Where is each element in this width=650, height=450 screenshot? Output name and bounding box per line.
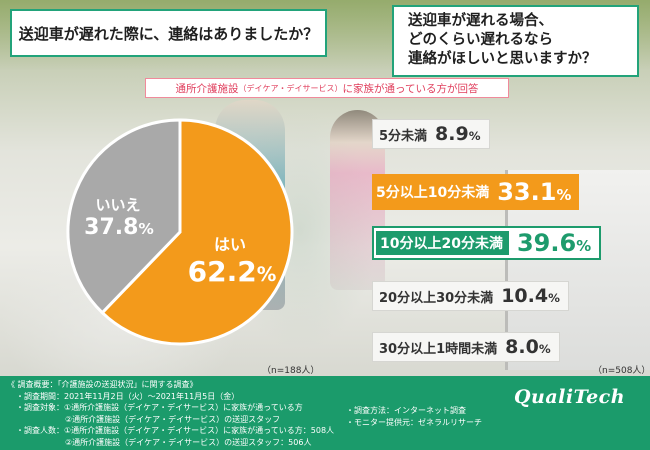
survey-period: ・調査期間：2021年11月2日（火）〜2021年11月5日（金） <box>16 391 240 401</box>
bar-5-to-10min: 5分以上10分未満 33.1% <box>372 174 580 210</box>
respondent-note-rest: に家族が通っている方が回答 <box>342 82 479 95</box>
bar-value-number: 8.9 <box>435 123 469 145</box>
respondent-note-sub: （デイケア・デイサービス） <box>238 83 343 93</box>
survey-provider: ・モニター提供元：ゼネラルリサーチ <box>346 417 482 427</box>
bar-value-number: 33.1 <box>497 178 557 206</box>
survey-method-block: ・調査方法：インターネット調査 ・モニター提供元：ゼネラルリサーチ <box>346 405 516 428</box>
qualitech-logo: QualiTech <box>514 386 626 408</box>
bar-value: 10.4% <box>501 285 560 307</box>
pie-label-yes-value: 62.2% <box>172 255 292 288</box>
bar-value-unit: % <box>556 186 572 204</box>
bar-value-unit: % <box>468 129 481 143</box>
pie-unit-no: % <box>138 220 154 238</box>
survey-footer: 《 調査概要：「介護施設の送迎状況」に関する調査》 ・調査期間：2021年11月… <box>0 376 650 450</box>
question-2-line-2: どのくらい遅れるなら <box>408 32 553 48</box>
question-2-line-1: 送迎車が遅れる場合、 <box>408 13 553 29</box>
bar-20-to-30min: 20分以上30分未満 10.4% <box>372 281 569 311</box>
survey-count-1: ・調査人数：①通所介護施設（デイケア・デイサービス）に家族が通っている方：508… <box>16 426 335 435</box>
respondent-note: 通所介護施設 （デイケア・デイサービス） に家族が通っている方が回答 <box>145 78 509 98</box>
bar-30min-to-1hour: 30分以上1時間未満 8.0% <box>372 332 560 362</box>
bar-under-5min: 5分未満 8.9% <box>372 119 490 149</box>
question-1-box: 送迎車が遅れた際に、連絡はありましたか？ <box>10 9 327 57</box>
bar-value-number: 39.6 <box>516 229 577 257</box>
question-1-text: 送迎車が遅れた際に、連絡はありましたか？ <box>18 24 319 43</box>
bar-label: 30分以上1時間未満 <box>379 341 498 357</box>
pie-chart <box>66 118 294 346</box>
bar-label: 10分以上20分未満 <box>376 231 509 255</box>
survey-count-2: ②通所介護施設（デイケア・デイサービス）の送迎スタッフ：506人 <box>65 437 312 447</box>
pie-label-no-name: いいえ <box>95 196 141 214</box>
survey-target-2: ②通所介護施設（デイケア・デイサービス）の送迎スタッフ <box>65 414 281 424</box>
bar-value-number: 10.4 <box>501 285 549 307</box>
pie-label-yes-name: はい <box>213 235 246 254</box>
bar-label: 20分以上30分未満 <box>379 290 494 306</box>
pie-slice-no <box>66 118 182 315</box>
pie-value-no: 37.8 <box>84 215 139 240</box>
bar-value: 39.6% <box>517 229 591 257</box>
bar-label: 5分以上10分未満 <box>376 185 490 201</box>
survey-title: 《 調査概要：「介護施設の送迎状況」に関する調査》 <box>7 380 198 389</box>
bar-value-unit: % <box>576 237 592 255</box>
bar-sample-size: （n=508人） <box>593 366 650 376</box>
survey-details: 《 調査概要：「介護施設の送迎状況」に関する調査》 ・調査期間：2021年11月… <box>7 379 347 448</box>
bar-value: 8.9% <box>435 123 480 145</box>
pie-unit-yes: % <box>256 263 277 286</box>
respondent-note-main: 通所介護施設 <box>175 82 239 95</box>
bar-value-number: 8.0 <box>505 336 539 358</box>
survey-method: ・調査方法：インターネット調査 <box>346 406 466 415</box>
question-2-box: 送迎車が遅れる場合、 どのくらい遅れるなら 連絡がほしいと思いますか？ <box>392 5 639 77</box>
bar-value: 33.1% <box>497 178 571 206</box>
pie-value-yes: 62.2 <box>187 255 257 288</box>
bar-label: 5分未満 <box>379 128 428 144</box>
pie-sample-size: （n=188人） <box>262 366 320 376</box>
bar-value-unit: % <box>538 342 551 356</box>
bar-value: 8.0% <box>505 336 550 358</box>
bar-10-to-20min: 10分以上20分未満 39.6% <box>372 226 602 260</box>
bar-value-unit: % <box>548 291 560 305</box>
pie-label-no-value: 37.8% <box>74 215 164 240</box>
pie-slice-yes <box>100 118 294 346</box>
question-2-line-3: 連絡がほしいと思いますか？ <box>408 51 597 67</box>
survey-target-1: ・調査対象：①通所介護施設（デイケア・デイサービス）に家族が通っている方 <box>16 403 303 412</box>
